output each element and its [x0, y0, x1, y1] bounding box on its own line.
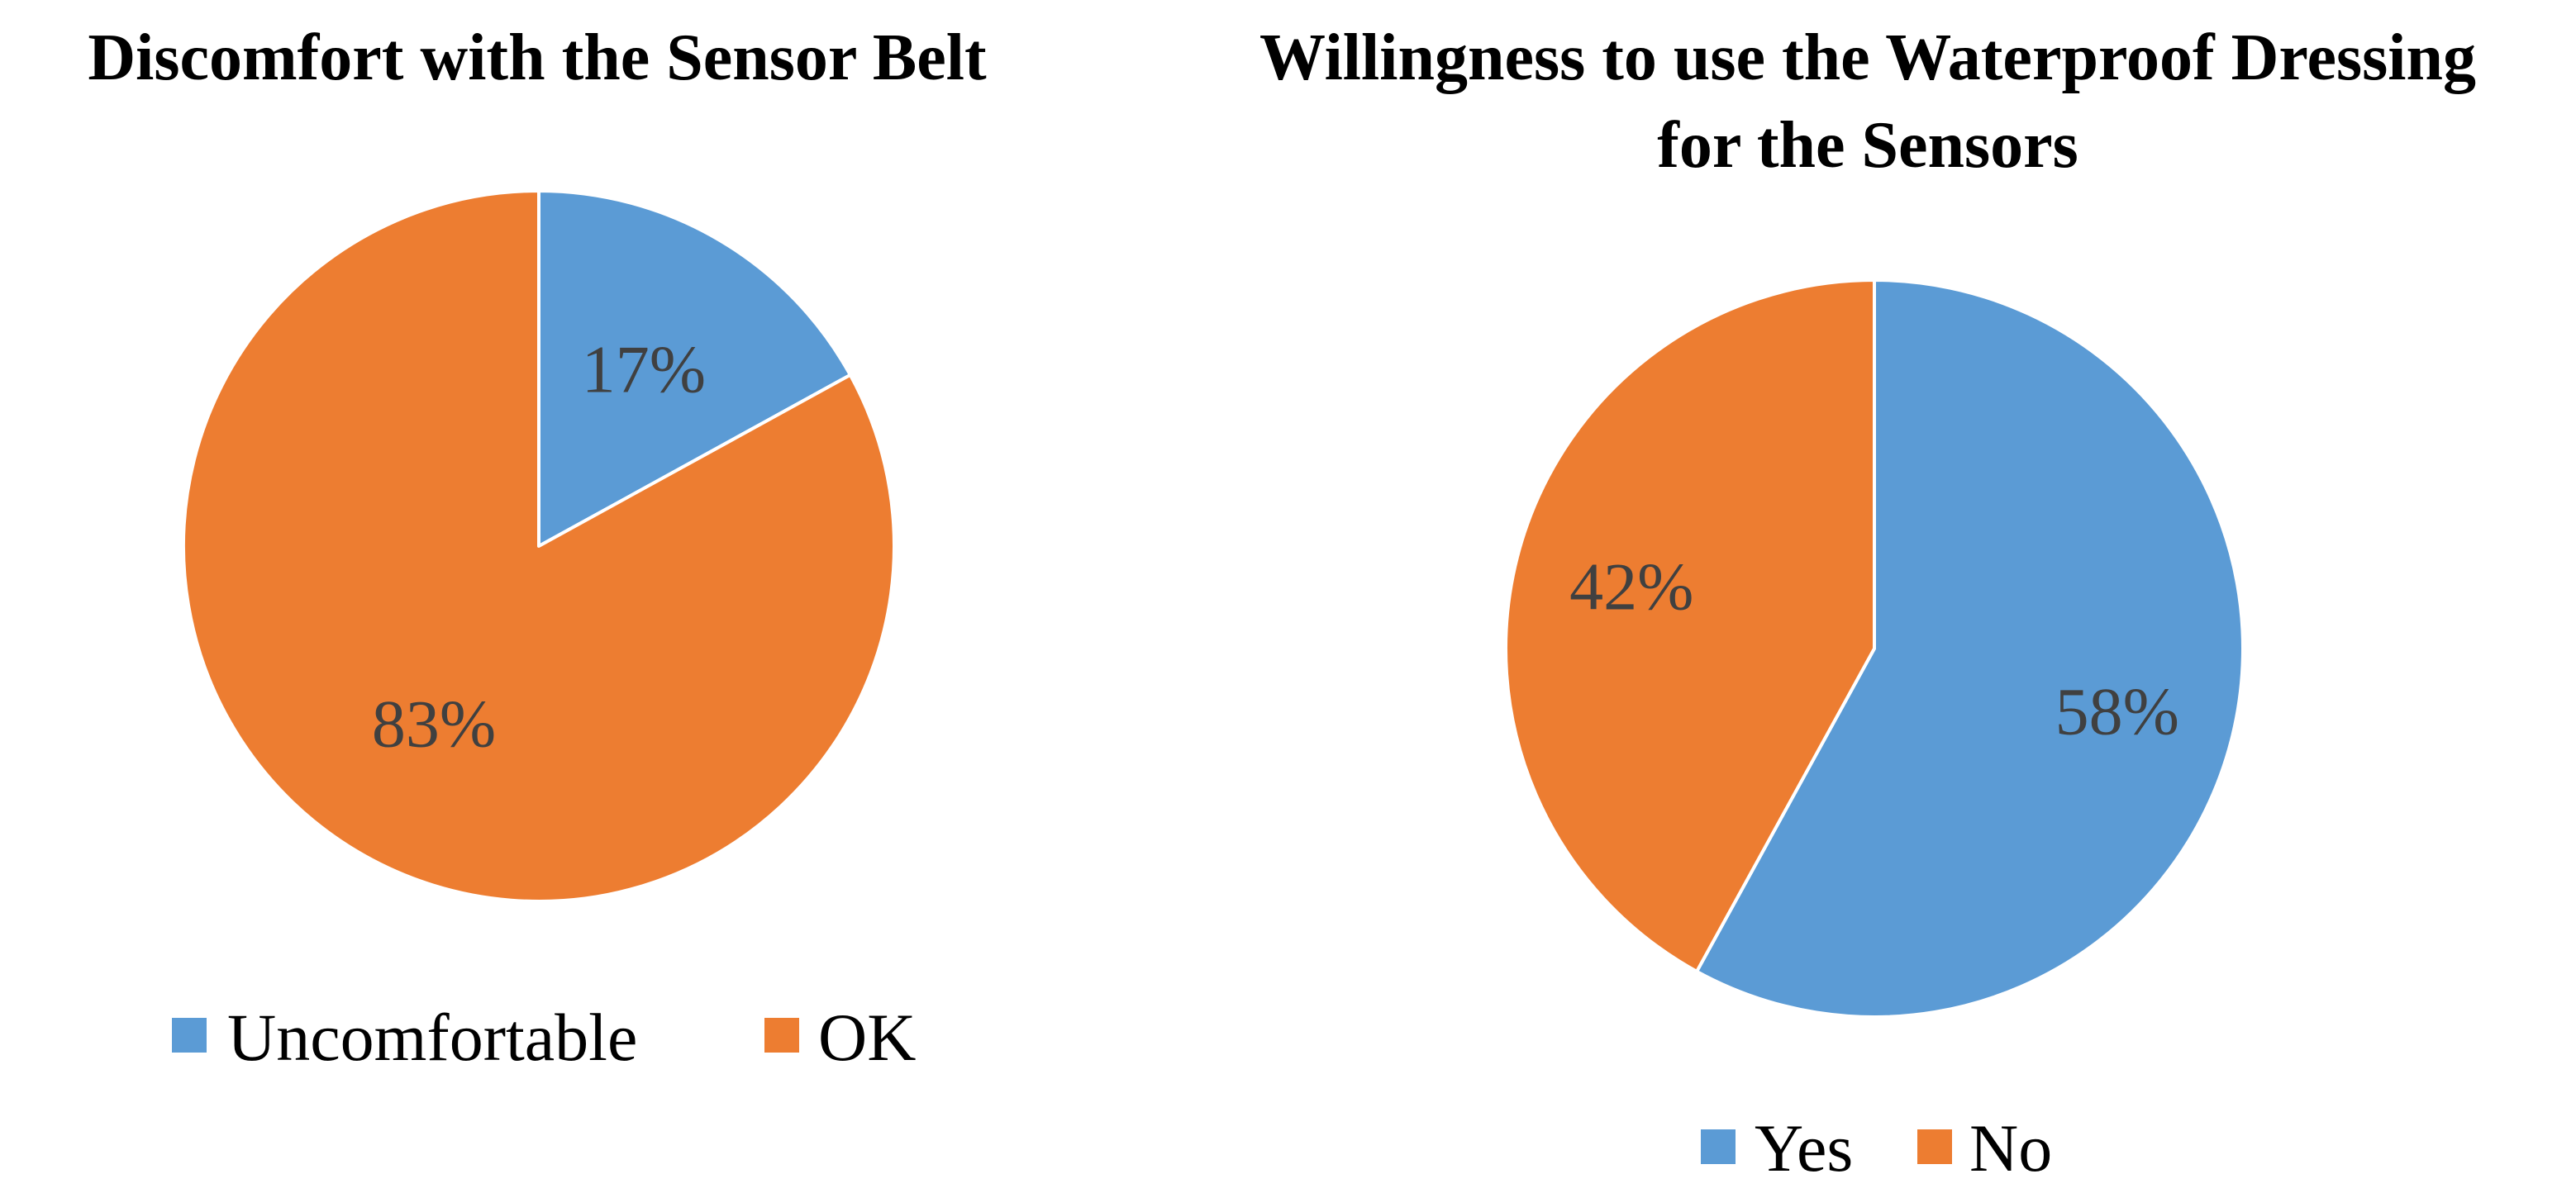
- chart-discomfort: Discomfort with the Sensor Belt 17% 83% U…: [88, 21, 987, 1075]
- pie-slice-ok: [182, 189, 896, 903]
- chart-2-pie: 58% 42%: [1504, 278, 2245, 1019]
- data-label-ok: 83%: [372, 687, 496, 762]
- legend-swatch-no: [1917, 1129, 1952, 1164]
- chart-willingness: Willingness to use the Waterproof Dressi…: [1259, 21, 2476, 1186]
- legend-swatch-ok: [764, 1018, 799, 1053]
- chart-1-legend: Uncomfortable OK: [172, 1000, 916, 1075]
- legend-label-no: No: [1969, 1110, 2052, 1186]
- legend-swatch-yes: [1701, 1129, 1736, 1164]
- legend-swatch-uncomfortable: [172, 1018, 207, 1053]
- chart-1-pie: 17% 83%: [182, 189, 896, 903]
- legend-label-uncomfortable: Uncomfortable: [227, 1000, 637, 1075]
- legend-label-yes: Yes: [1755, 1110, 1853, 1186]
- pie-slice-uncomfortable: [537, 189, 852, 548]
- pie-slice-yes: [1695, 278, 2245, 1019]
- data-label-no: 42%: [1569, 549, 1693, 625]
- pie-slice-no: [1504, 278, 1876, 973]
- data-label-uncomfortable: 17%: [582, 331, 706, 406]
- chart-1-title: Discomfort with the Sensor Belt: [88, 21, 987, 94]
- chart-2-legend: Yes No: [1701, 1110, 2052, 1186]
- chart-2-title-line-1: Willingness to use the Waterproof Dressi…: [1259, 21, 2476, 94]
- data-label-yes: 58%: [2055, 673, 2179, 749]
- legend-label-ok: OK: [818, 1000, 916, 1075]
- chart-2-title-line-2: for the Sensors: [1657, 109, 2078, 182]
